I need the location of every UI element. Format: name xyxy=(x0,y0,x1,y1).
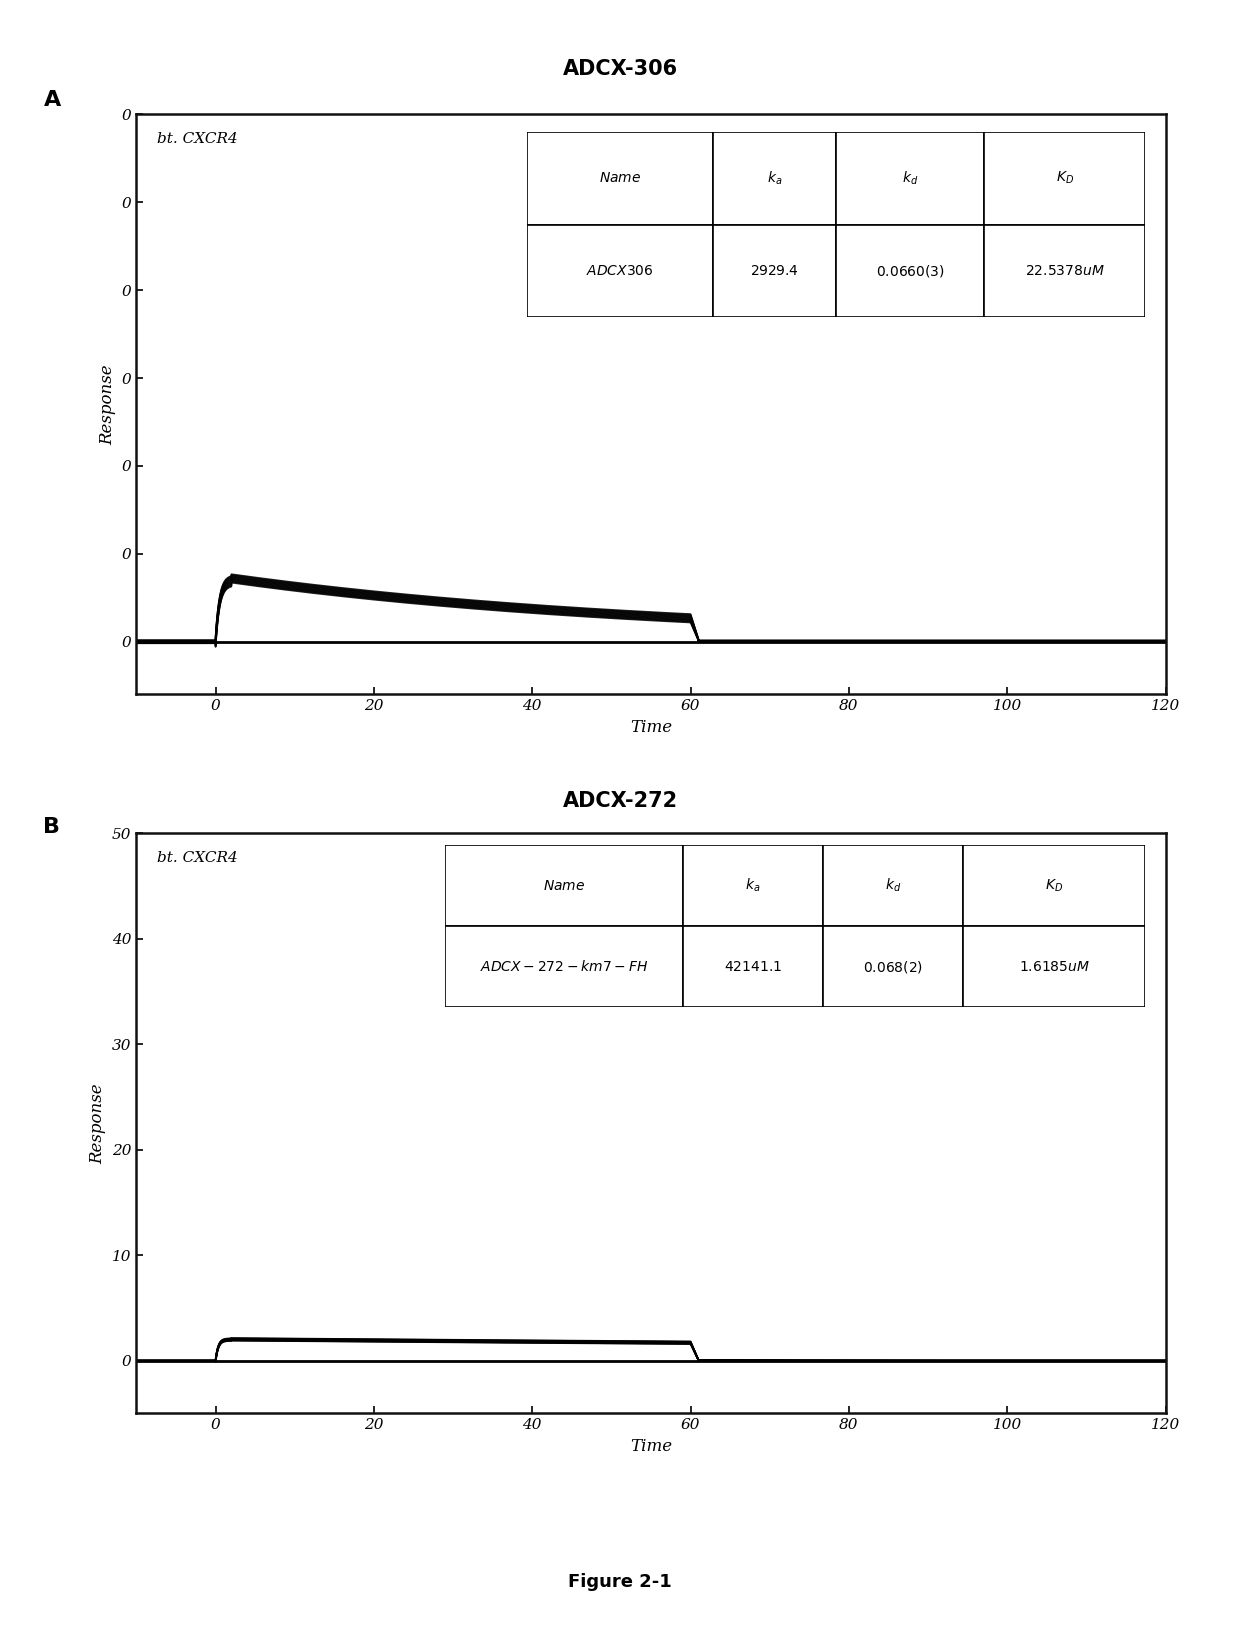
X-axis label: Time: Time xyxy=(630,1438,672,1454)
Text: ADCX-272: ADCX-272 xyxy=(563,791,677,810)
Y-axis label: Response: Response xyxy=(89,1083,107,1163)
Y-axis label: Response: Response xyxy=(99,364,117,444)
Text: bt. CXCR4: bt. CXCR4 xyxy=(157,851,238,864)
Text: A: A xyxy=(43,90,61,109)
Text: Figure 2-1: Figure 2-1 xyxy=(568,1572,672,1592)
X-axis label: Time: Time xyxy=(630,719,672,735)
Text: B: B xyxy=(43,817,61,837)
Text: bt. CXCR4: bt. CXCR4 xyxy=(157,132,238,145)
Text: ADCX-306: ADCX-306 xyxy=(563,59,677,78)
